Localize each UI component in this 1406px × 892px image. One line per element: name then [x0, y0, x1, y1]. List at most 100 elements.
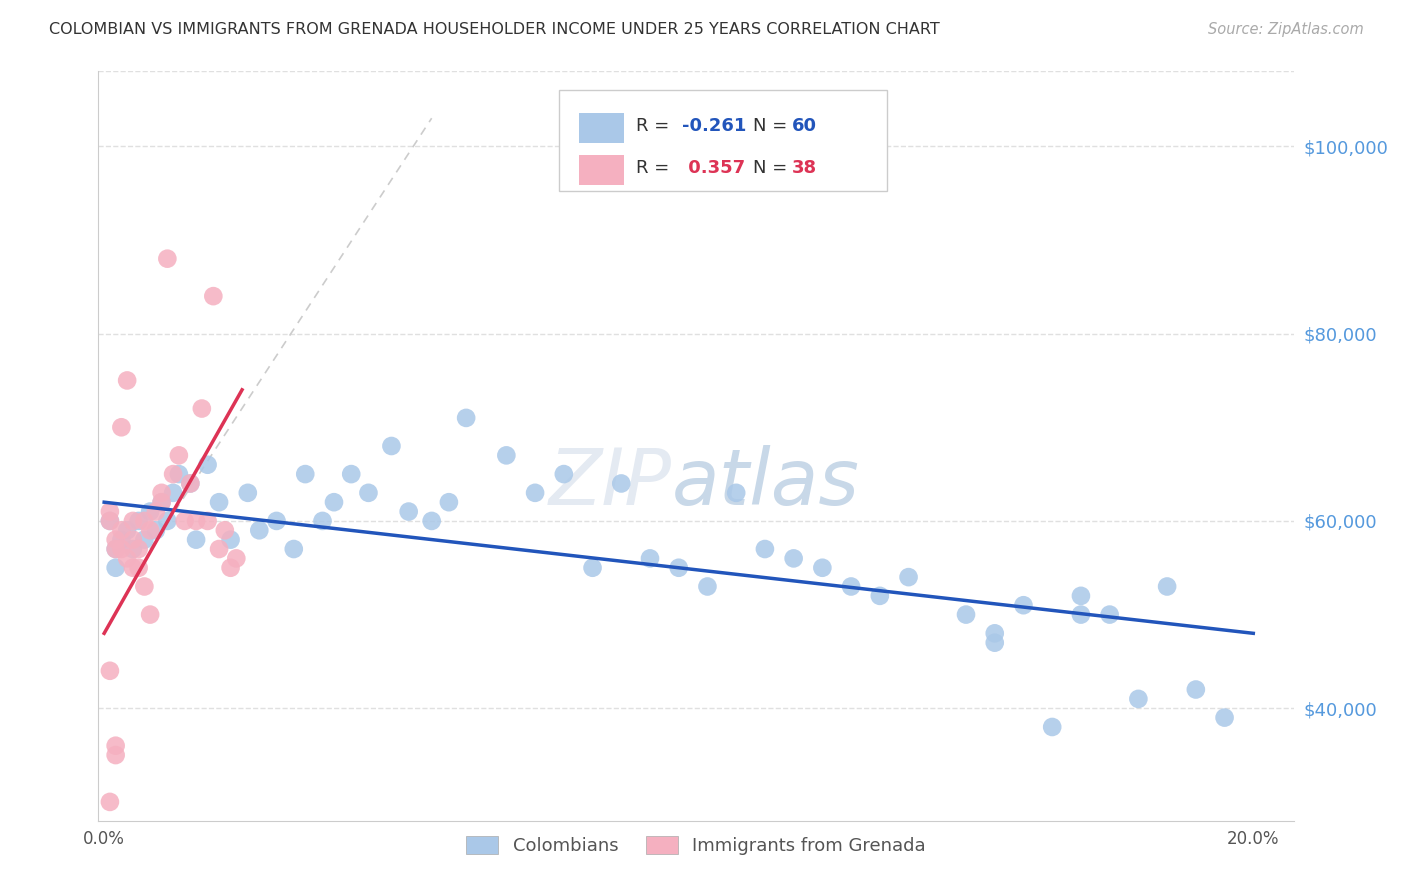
- Point: [98, 505, 121, 519]
- Point: [98, 664, 121, 678]
- Text: N =: N =: [754, 159, 793, 177]
- Point: [156, 514, 179, 528]
- Point: [134, 533, 156, 547]
- Point: [495, 449, 517, 463]
- Point: [128, 542, 150, 557]
- Point: [156, 252, 179, 266]
- Point: [104, 747, 127, 762]
- Legend: Colombians, Immigrants from Grenada: Colombians, Immigrants from Grenada: [457, 827, 935, 864]
- Point: [725, 485, 748, 500]
- Point: [104, 533, 127, 547]
- Point: [167, 449, 190, 463]
- Point: [150, 495, 173, 509]
- Point: [340, 467, 363, 482]
- Point: [398, 505, 420, 519]
- Point: [197, 514, 219, 528]
- Point: [897, 570, 920, 584]
- Point: [184, 514, 207, 528]
- Point: [98, 795, 121, 809]
- Point: [115, 374, 138, 388]
- Point: [1213, 710, 1236, 724]
- Point: [162, 485, 184, 500]
- Point: [128, 561, 150, 575]
- Point: [104, 542, 127, 557]
- Point: [811, 561, 834, 575]
- Point: [294, 467, 316, 482]
- Point: [247, 524, 270, 538]
- Point: [191, 401, 214, 416]
- Point: [184, 533, 207, 547]
- Text: 38: 38: [792, 159, 817, 177]
- Point: [162, 467, 184, 482]
- Text: Source: ZipAtlas.com: Source: ZipAtlas.com: [1208, 22, 1364, 37]
- Point: [110, 420, 132, 434]
- Point: [104, 542, 127, 557]
- Point: [323, 495, 346, 509]
- Point: [236, 485, 259, 500]
- Point: [782, 551, 804, 566]
- Point: [1098, 607, 1121, 622]
- Point: [134, 580, 156, 594]
- Point: [145, 505, 167, 519]
- Point: [122, 514, 145, 528]
- Point: [139, 505, 162, 519]
- Point: [202, 289, 225, 303]
- Point: [420, 514, 443, 528]
- Text: ZIP: ZIP: [550, 445, 672, 522]
- Point: [869, 589, 891, 603]
- Text: N =: N =: [754, 117, 793, 135]
- Point: [145, 524, 167, 538]
- Point: [115, 524, 138, 538]
- Point: [1040, 720, 1063, 734]
- Point: [128, 514, 150, 528]
- Point: [122, 542, 145, 557]
- Point: [122, 533, 145, 547]
- Point: [1185, 682, 1208, 697]
- Point: [98, 514, 121, 528]
- Point: [179, 476, 201, 491]
- Text: R =: R =: [637, 159, 675, 177]
- Point: [167, 467, 190, 482]
- Point: [437, 495, 460, 509]
- Point: [197, 458, 219, 472]
- Point: [955, 607, 977, 622]
- Point: [1070, 607, 1092, 622]
- Point: [754, 542, 776, 557]
- Point: [110, 542, 132, 557]
- Text: 60: 60: [792, 117, 817, 135]
- Point: [134, 514, 156, 528]
- FancyBboxPatch shape: [579, 112, 624, 143]
- Point: [839, 580, 862, 594]
- Text: R =: R =: [637, 117, 675, 135]
- Point: [1070, 589, 1092, 603]
- Point: [98, 514, 121, 528]
- Point: [581, 561, 603, 575]
- FancyBboxPatch shape: [558, 90, 887, 191]
- Point: [638, 551, 661, 566]
- Text: atlas: atlas: [672, 445, 860, 522]
- Point: [266, 514, 288, 528]
- Point: [357, 485, 380, 500]
- Point: [208, 542, 231, 557]
- Point: [150, 485, 173, 500]
- Point: [219, 533, 242, 547]
- Point: [110, 533, 132, 547]
- Point: [219, 561, 242, 575]
- Point: [524, 485, 547, 500]
- Text: -0.261: -0.261: [682, 117, 747, 135]
- Point: [208, 495, 231, 509]
- Point: [122, 561, 145, 575]
- Point: [225, 551, 247, 566]
- Point: [139, 607, 162, 622]
- FancyBboxPatch shape: [579, 154, 624, 185]
- Point: [456, 410, 478, 425]
- Point: [150, 495, 173, 509]
- Point: [104, 739, 127, 753]
- Point: [553, 467, 575, 482]
- Text: 0.357: 0.357: [682, 159, 745, 177]
- Point: [110, 524, 132, 538]
- Point: [380, 439, 402, 453]
- Point: [668, 561, 690, 575]
- Point: [104, 561, 127, 575]
- Point: [984, 626, 1007, 640]
